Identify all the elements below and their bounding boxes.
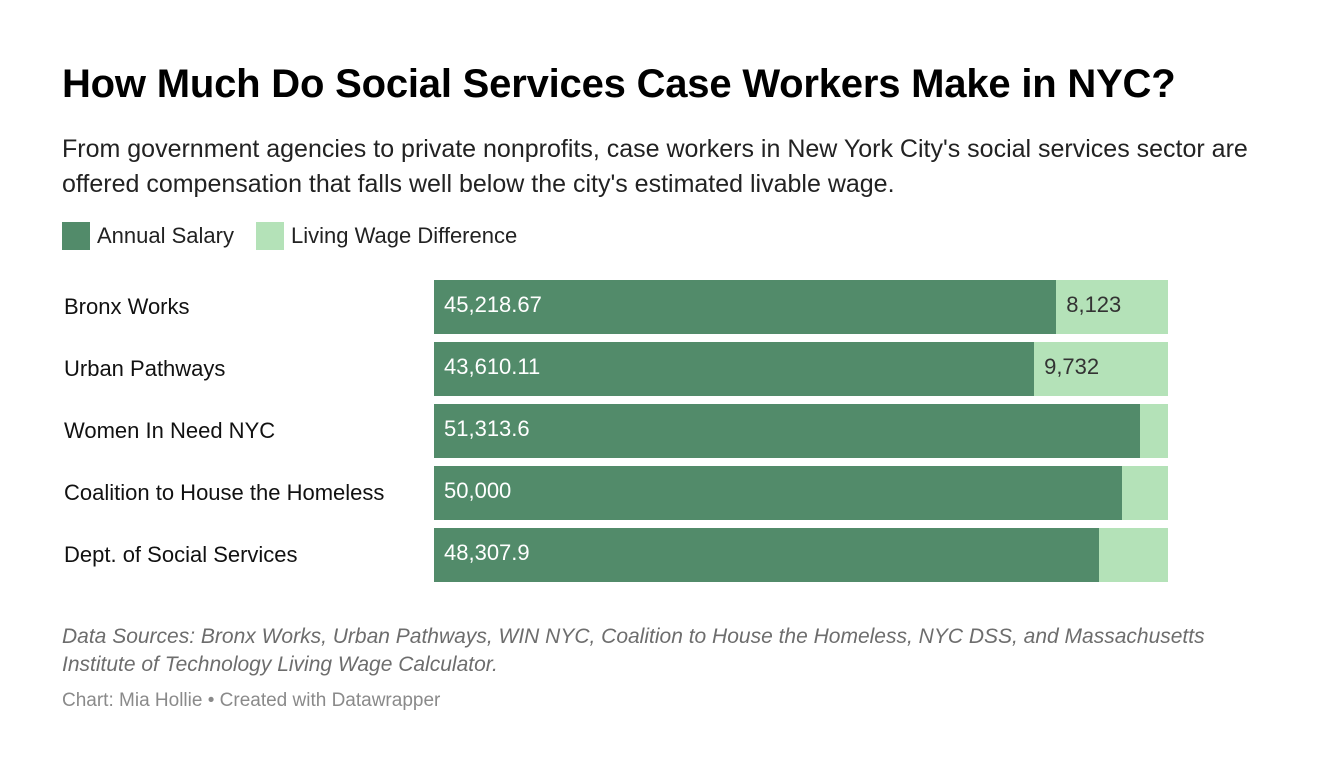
bar-living-wage-difference-dept-of-social-services [1098,528,1168,582]
legend: Annual Salary Living Wage Difference [62,222,539,250]
category-label-coalition-to-house-the-homeless: Coalition to House the Homeless [64,480,385,505]
bar-living-wage-difference-urban-pathways [1034,342,1168,396]
data-label-living-wage-difference-bronx-works: 8,123 [1066,292,1122,317]
category-label-women-in-need-nyc: Women In Need NYC [64,418,276,443]
chart-title: How Much Do Social Services Case Workers… [62,62,1176,106]
data-label-annual-salary-coalition-to-house-the-homeless: 50,000 [444,478,512,503]
bar-living-wage-difference-women-in-need-nyc [1140,404,1168,458]
bar-annual-salary-dept-of-social-services [434,528,1099,582]
bar-annual-salary-coalition-to-house-the-homeless [434,466,1122,520]
bar-annual-salary-urban-pathways [434,342,1035,396]
bar-living-wage-difference-coalition-to-house-the-homeless [1122,466,1168,520]
legend-item-annual-salary: Annual Salary [62,222,234,250]
source-notes: Data Sources: Bronx Works, Urban Pathway… [62,625,1205,676]
legend-label-annual-salary: Annual Salary [97,223,234,248]
bar-annual-salary-bronx-works [434,280,1057,334]
category-label-urban-pathways: Urban Pathways [64,356,226,381]
legend-label-living-wage-difference: Living Wage Difference [290,223,518,248]
chart-byline: Chart: Mia Hollie • Created with Datawra… [62,690,441,711]
data-label-annual-salary-bronx-works: 45,218.67 [444,292,542,317]
data-label-annual-salary-women-in-need-nyc: 51,313.6 [444,416,530,441]
category-label-bronx-works: Bronx Works [64,294,190,319]
chart-subtitle: From government agencies to private nonp… [62,135,1248,198]
data-label-living-wage-difference-urban-pathways: 9,732 [1044,354,1100,379]
legend-swatch-annual-salary [62,222,90,250]
bar-living-wage-difference-bronx-works [1056,280,1168,334]
bar-annual-salary-women-in-need-nyc [434,404,1141,458]
data-label-annual-salary-urban-pathways: 43,610.11 [444,354,541,379]
legend-swatch-living-wage-difference [255,222,284,250]
category-label-dept-of-social-services: Dept. of Social Services [64,542,298,567]
legend-item-living-wage-difference: Living Wage Difference [255,222,518,250]
data-label-annual-salary-dept-of-social-services: 48,307.9 [444,540,530,565]
